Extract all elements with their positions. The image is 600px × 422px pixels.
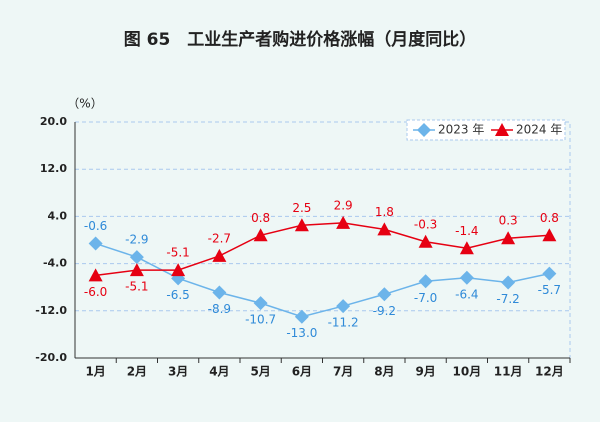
marker	[542, 266, 557, 281]
data-label: -6.0	[84, 285, 107, 299]
data-label: -13.0	[286, 326, 317, 340]
marker	[459, 241, 474, 255]
data-label: -2.9	[125, 233, 148, 247]
data-label: -2.7	[208, 231, 231, 245]
marker	[336, 299, 351, 314]
legend-label: 2024 年	[516, 123, 562, 137]
x-tick-label: 11月	[494, 365, 523, 379]
data-label: 0.3	[499, 214, 518, 228]
marker	[212, 248, 227, 262]
data-label: -1.4	[455, 224, 478, 238]
data-label: -9.2	[373, 304, 396, 318]
y-tick-label: 20.0	[40, 115, 67, 128]
marker	[129, 250, 144, 265]
y-axis-label: （%）	[67, 97, 102, 111]
data-label: 1.8	[375, 205, 394, 219]
marker	[495, 123, 509, 136]
marker	[294, 218, 309, 232]
legend-label: 2023 年	[438, 123, 484, 137]
marker	[336, 215, 351, 229]
data-label: -0.3	[414, 217, 437, 231]
x-tick-label: 5月	[250, 365, 270, 379]
marker	[501, 275, 516, 290]
marker	[377, 222, 392, 236]
data-label: -6.4	[455, 287, 478, 301]
data-label: -10.7	[245, 313, 276, 327]
data-label: -11.2	[328, 316, 359, 330]
data-label: 2.5	[292, 201, 311, 215]
y-tick-label: -12.0	[35, 304, 67, 317]
data-label: -5.7	[538, 283, 561, 297]
x-tick-label: 2月	[127, 365, 147, 379]
series-line	[95, 222, 550, 277]
x-tick-label: 4月	[209, 365, 229, 379]
data-label: 2.9	[334, 198, 353, 212]
marker	[171, 263, 186, 277]
x-tick-label: 9月	[415, 365, 435, 379]
marker	[377, 287, 392, 302]
marker	[542, 228, 557, 242]
marker	[253, 296, 268, 311]
chart-title: 图 65 工业生产者购进价格涨幅（月度同比）	[124, 29, 477, 50]
x-tick-label: 8月	[374, 365, 394, 379]
y-tick-label: 12.0	[40, 162, 67, 175]
marker	[294, 309, 309, 324]
x-tick-label: 6月	[292, 365, 312, 379]
marker	[88, 236, 103, 251]
marker	[253, 228, 268, 242]
marker	[88, 268, 103, 282]
legend-box	[406, 119, 566, 141]
data-label: 0.8	[251, 211, 270, 225]
y-tick-label: -20.0	[35, 351, 67, 364]
marker	[129, 263, 144, 277]
y-tick-label: 4.0	[48, 209, 68, 222]
data-label: 0.8	[540, 211, 559, 225]
marker	[501, 231, 516, 245]
data-label: -5.1	[166, 246, 189, 260]
data-label: -8.9	[208, 302, 231, 316]
x-tick-label: 1月	[85, 365, 105, 379]
series-line	[95, 242, 550, 318]
x-tick-label: 7月	[333, 365, 353, 379]
y-tick-label: -4.0	[43, 257, 67, 270]
data-label: -6.5	[166, 288, 189, 302]
data-label: -7.0	[414, 291, 437, 305]
marker	[212, 285, 227, 300]
marker	[418, 234, 433, 248]
x-tick-label: 12月	[535, 365, 564, 379]
x-tick-label: 3月	[168, 365, 188, 379]
data-label: -5.1	[125, 280, 148, 294]
x-tick-label: 10月	[453, 365, 482, 379]
marker	[459, 270, 474, 285]
marker	[417, 123, 431, 137]
data-label: -0.6	[84, 219, 107, 233]
data-label: -7.2	[496, 292, 519, 306]
marker	[418, 274, 433, 289]
